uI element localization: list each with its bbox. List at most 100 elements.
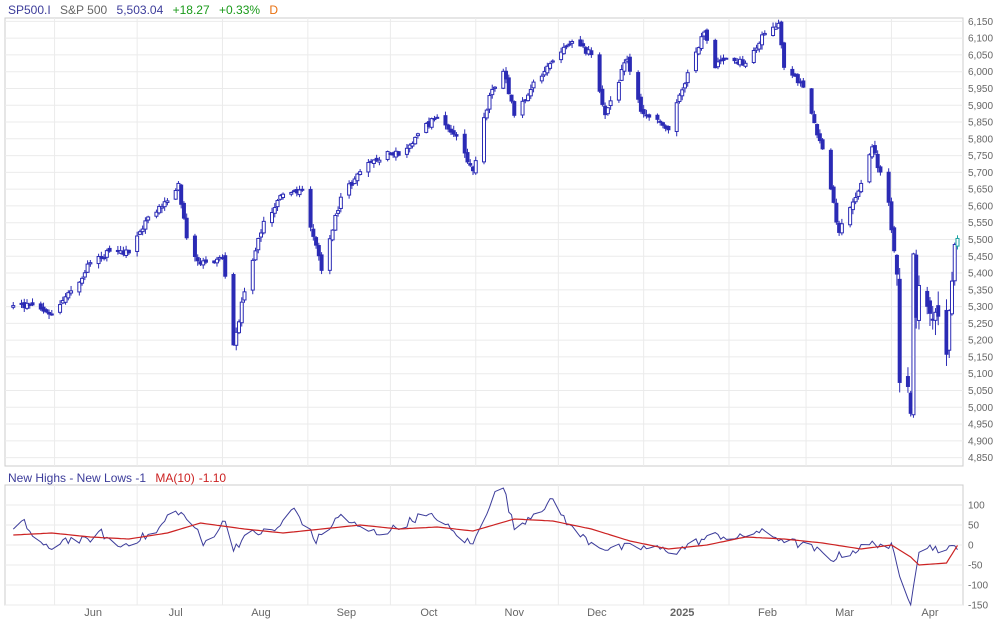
candle-body bbox=[135, 235, 140, 252]
candle-body bbox=[627, 56, 632, 72]
period-selector[interactable]: D bbox=[269, 3, 279, 17]
candle-body bbox=[779, 21, 784, 46]
candle-body bbox=[790, 68, 795, 76]
candle-body bbox=[96, 256, 101, 265]
candle-body bbox=[413, 136, 418, 145]
candle-body bbox=[333, 214, 338, 231]
candle-body bbox=[297, 189, 302, 196]
price-y-tick-label: 5,900 bbox=[968, 101, 993, 112]
candle-body bbox=[159, 206, 164, 209]
price-y-tick-label: 6,050 bbox=[968, 50, 993, 61]
candle-body bbox=[47, 311, 52, 315]
candle-body bbox=[429, 118, 434, 128]
candle-body bbox=[693, 51, 698, 72]
candle-body bbox=[38, 303, 43, 310]
candle-body bbox=[30, 302, 35, 306]
price-y-tick-label: 5,500 bbox=[968, 235, 993, 246]
candle-body bbox=[636, 72, 641, 100]
candle-body bbox=[396, 151, 401, 156]
candle-body bbox=[314, 237, 319, 246]
symbol-label[interactable]: SP500.I bbox=[8, 3, 51, 17]
candle-body bbox=[856, 190, 861, 197]
candle-body bbox=[886, 171, 891, 203]
candle-body bbox=[179, 184, 184, 205]
candle-body bbox=[44, 309, 49, 313]
candle-body bbox=[696, 47, 701, 55]
candle-body bbox=[146, 216, 151, 221]
candle-body bbox=[462, 133, 467, 154]
candle-body bbox=[512, 101, 517, 116]
candle-body bbox=[454, 134, 459, 137]
price-y-tick-label: 5,350 bbox=[968, 285, 993, 296]
candle-body bbox=[878, 166, 883, 173]
candle-body bbox=[622, 62, 627, 72]
x-tick-label: 2025 bbox=[670, 607, 694, 619]
candle-body bbox=[526, 94, 531, 102]
candle-body bbox=[713, 39, 718, 69]
candle-body bbox=[239, 301, 244, 324]
candle-body bbox=[451, 130, 456, 135]
candle-body bbox=[655, 114, 660, 120]
candle-body bbox=[410, 142, 415, 147]
candle-body bbox=[550, 60, 555, 63]
candle-body bbox=[867, 154, 872, 183]
candle-body bbox=[236, 321, 241, 334]
candle-body bbox=[506, 77, 511, 95]
indicator-label[interactable]: New Highs - New Lows -1 bbox=[8, 471, 147, 485]
candle-body bbox=[545, 65, 550, 74]
price-y-tick-label: 6,000 bbox=[968, 67, 993, 78]
candle-body bbox=[531, 81, 536, 89]
price-y-tick-label: 5,100 bbox=[968, 369, 993, 380]
candle-body bbox=[154, 211, 159, 217]
candle-body bbox=[308, 188, 313, 228]
candle-body bbox=[897, 278, 902, 383]
candle-body bbox=[831, 186, 836, 203]
candle-body bbox=[137, 231, 142, 235]
candle-body bbox=[564, 45, 569, 48]
candle-body bbox=[916, 284, 921, 321]
candle-body bbox=[875, 153, 880, 169]
x-tick-label: Dec bbox=[587, 607, 607, 619]
new-highs-lows-line bbox=[12, 487, 958, 607]
candle-body bbox=[104, 250, 109, 258]
price-y-tick-label: 4,900 bbox=[968, 436, 993, 447]
candle-body bbox=[795, 74, 800, 84]
candle-body bbox=[432, 118, 437, 121]
x-tick-label: Feb bbox=[758, 607, 777, 619]
price-y-tick-label: 5,200 bbox=[968, 336, 993, 347]
candle-body bbox=[925, 290, 930, 307]
price-y-tick-label: 5,000 bbox=[968, 403, 993, 414]
indicator-y-tick-label: -100 bbox=[968, 581, 988, 592]
candle-body bbox=[699, 36, 704, 49]
candle-body bbox=[952, 244, 957, 282]
candle-body bbox=[839, 223, 844, 234]
instrument-name: S&P 500 bbox=[60, 3, 108, 17]
candle-body bbox=[242, 291, 247, 301]
candle-body bbox=[487, 95, 492, 110]
candle-body bbox=[501, 70, 506, 89]
x-tick-label: Apr bbox=[921, 607, 938, 619]
candle-body bbox=[415, 133, 420, 137]
candle-body bbox=[173, 189, 178, 200]
price-y-tick-label: 5,150 bbox=[968, 352, 993, 363]
candle-body bbox=[157, 205, 162, 214]
candle-body bbox=[336, 210, 341, 214]
x-tick-label: Mar bbox=[835, 607, 854, 619]
price-y-tick-label: 5,450 bbox=[968, 252, 993, 263]
price-y-tick-label: 5,050 bbox=[968, 386, 993, 397]
indicator-header: New Highs - New Lows -1 MA(10) -1.10 bbox=[8, 471, 232, 485]
price-y-tick-label: 6,150 bbox=[968, 17, 993, 28]
indicator-y-tick-label: -50 bbox=[968, 561, 983, 572]
candle-body bbox=[140, 228, 145, 233]
x-tick-label: Nov bbox=[505, 607, 525, 619]
candle-body bbox=[162, 201, 167, 208]
candle-body bbox=[561, 46, 566, 55]
candle-body bbox=[641, 109, 646, 115]
candle-body bbox=[850, 201, 855, 211]
candle-body bbox=[704, 29, 709, 41]
candle-body bbox=[473, 160, 478, 174]
candle-body bbox=[223, 255, 228, 277]
candle-body bbox=[275, 199, 280, 208]
candle-body bbox=[192, 235, 197, 257]
